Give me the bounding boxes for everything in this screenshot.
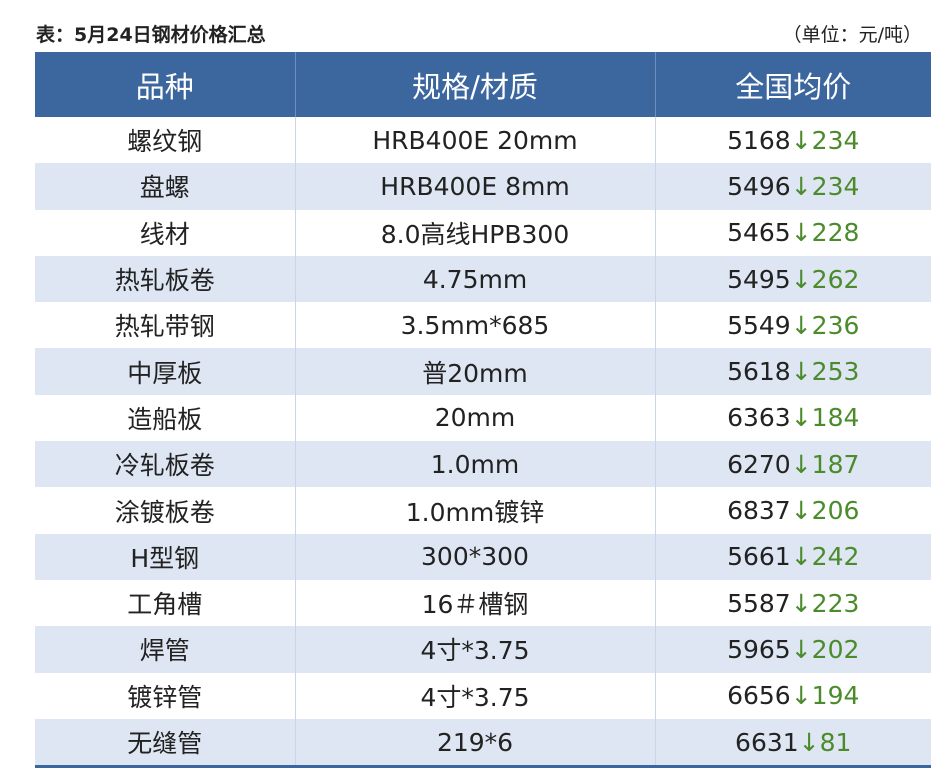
table-row: 涂镀板卷 1.0mm镀锌 6837↓206 bbox=[35, 487, 931, 534]
spec-cell: 8.0高线HPB300 bbox=[294, 209, 655, 256]
price-change: ↓253 bbox=[790, 357, 860, 387]
spec-cell: 20mm bbox=[294, 394, 655, 442]
price-change: ↓206 bbox=[790, 496, 860, 526]
table-row: 热轧带钢 3.5mm*685 5549↓236 bbox=[35, 302, 931, 349]
price-change: ↓81 bbox=[798, 727, 852, 757]
price-cell: 5496↓234 bbox=[654, 163, 931, 210]
price-cell: 6363↓184 bbox=[654, 394, 931, 442]
column-header: 全国均价 bbox=[654, 52, 931, 117]
table-body: 螺纹钢 HRB400E 20mm 5168↓234 盘螺 HRB400E 8mm 5496… bbox=[35, 117, 931, 767]
variety-cell: 热轧板卷 bbox=[35, 255, 295, 303]
price: 5495 bbox=[727, 264, 791, 294]
price-change: ↓234 bbox=[790, 171, 860, 201]
variety-cell: 涂镀板卷 bbox=[114, 497, 215, 527]
column-header: 品种 bbox=[35, 52, 295, 117]
variety-cell: 无缝管 bbox=[35, 718, 295, 767]
variety-cell: 工角槽 bbox=[127, 590, 203, 620]
price: 6631 bbox=[735, 727, 799, 757]
price-cell: 6837↓206 bbox=[654, 487, 931, 534]
table-row: H型钢 300*300 5661↓242 bbox=[35, 533, 931, 580]
spec-cell: 3.5mm*685 bbox=[294, 302, 655, 349]
table-row: 无缝管 219*6 6631↓81 bbox=[35, 718, 931, 767]
spec-cell: 普20mm bbox=[294, 348, 655, 395]
price: 6270 bbox=[727, 449, 791, 479]
spec-cell: 300*300 bbox=[294, 533, 655, 580]
spec-cell: 4.75mm bbox=[294, 255, 655, 303]
table-row: 线材 8.0高线HPB300 5465↓228 bbox=[35, 209, 931, 256]
table-row: 螺纹钢 HRB400E 20mm 5168↓234 bbox=[35, 117, 931, 164]
price-change: ↓262 bbox=[790, 264, 860, 294]
price: 5587 bbox=[727, 588, 791, 618]
spec-cell: 4寸*3.75 bbox=[294, 672, 655, 719]
spec-cell: HRB400E 20mm bbox=[294, 117, 655, 164]
price: 5168 bbox=[727, 125, 791, 155]
price-cell: 5661↓242 bbox=[654, 533, 931, 580]
price-cell: 5965↓202 bbox=[654, 626, 931, 673]
variety-cell: 冷轧板卷 bbox=[35, 441, 295, 488]
table-row: 中厚板 普20mm 5618↓253 bbox=[35, 348, 931, 395]
price-change: ↓194 bbox=[790, 681, 860, 711]
price-cell: 5168↓234 bbox=[654, 117, 931, 164]
variety-cell: H型钢 bbox=[35, 533, 295, 580]
table-row: 盘螺 HRB400E 8mm 5496↓234 bbox=[35, 163, 931, 210]
price-change: ↓223 bbox=[790, 588, 860, 618]
variety-cell: 线材 bbox=[139, 219, 190, 249]
price-change: ↓242 bbox=[790, 542, 860, 572]
price: 6837 bbox=[727, 496, 791, 526]
price-change: ↓234 bbox=[790, 125, 860, 155]
price-cell: 5618↓253 bbox=[654, 348, 931, 395]
spec-cell: 4寸*3.75 bbox=[294, 626, 655, 673]
price: 6363 bbox=[727, 403, 791, 433]
price: 5965 bbox=[727, 634, 791, 664]
table-row: 镀锌管 4寸*3.75 6656↓194 bbox=[35, 672, 931, 719]
price-change: ↓202 bbox=[790, 634, 860, 664]
price-cell: 5587↓223 bbox=[654, 579, 931, 627]
price-cell: 6270↓187 bbox=[654, 441, 931, 488]
variety-cell: 中厚板 bbox=[35, 348, 295, 395]
variety-cell: 焊管 bbox=[35, 626, 295, 673]
table-row: 焊管 4寸*3.75 5965↓202 bbox=[35, 626, 931, 673]
price-change: ↓184 bbox=[790, 403, 860, 433]
spec-cell: 16＃槽钢 bbox=[294, 579, 655, 627]
table-row: 热轧板卷 4.75mm 5495↓262 bbox=[35, 255, 931, 303]
spec-cell: 1.0mm bbox=[294, 441, 655, 488]
spec-cell: 1.0mm镀锌 bbox=[294, 487, 655, 534]
variety-cell: 镀锌管 bbox=[127, 682, 203, 712]
price-cell: 5495↓262 bbox=[654, 255, 931, 303]
column-header: 规格/材质 bbox=[294, 52, 655, 117]
price-table: 品种 规格/材质 全国均价 螺纹钢 HRB400E 20mm 5168↓234 盘螺 HRB… bbox=[35, 52, 931, 769]
price-cell: 6656↓194 bbox=[654, 672, 931, 719]
variety-cell: 热轧带钢 bbox=[114, 312, 215, 342]
price: 5618 bbox=[727, 357, 791, 387]
price: 6656 bbox=[727, 681, 791, 711]
spec-cell: 219*6 bbox=[294, 718, 655, 767]
table-row: 造船板 20mm 6363↓184 bbox=[35, 394, 931, 442]
price-change: ↓187 bbox=[790, 449, 860, 479]
price-cell: 6631↓81 bbox=[654, 718, 931, 767]
table-title: 表：5月24日钢材价格汇总 bbox=[36, 24, 266, 46]
price: 5549 bbox=[727, 310, 791, 340]
price-cell: 5465↓228 bbox=[654, 209, 931, 256]
price: 5465 bbox=[727, 218, 791, 248]
spec-cell: HRB400E 8mm bbox=[294, 163, 655, 210]
variety-cell: 螺纹钢 bbox=[127, 127, 203, 157]
price-change: ↓236 bbox=[790, 310, 860, 340]
header-row: 品种 规格/材质 全国均价 bbox=[35, 52, 931, 117]
unit-note: （单位：元/吨） bbox=[782, 24, 922, 46]
variety-cell: 造船板 bbox=[127, 404, 203, 434]
table-row: 工角槽 16＃槽钢 5587↓223 bbox=[35, 579, 931, 627]
price: 5661 bbox=[727, 542, 791, 572]
table-row: 冷轧板卷 1.0mm 6270↓187 bbox=[35, 441, 931, 488]
price-change: ↓228 bbox=[790, 218, 860, 248]
variety-cell: 盘螺 bbox=[35, 163, 295, 210]
price-cell: 5549↓236 bbox=[654, 302, 931, 349]
price: 5496 bbox=[727, 171, 791, 201]
